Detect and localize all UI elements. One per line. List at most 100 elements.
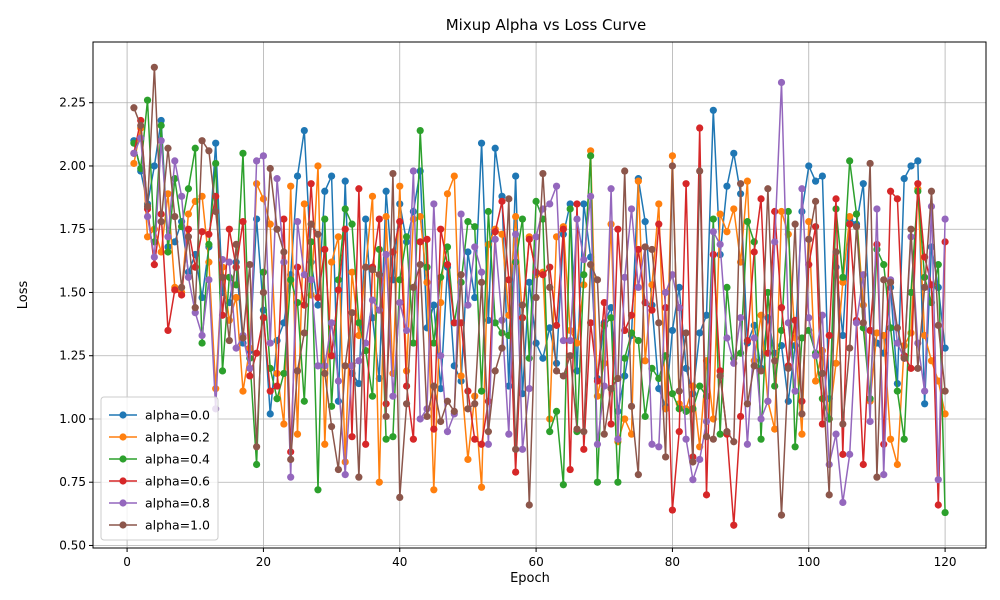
data-point bbox=[852, 223, 861, 231]
data-point bbox=[627, 402, 636, 410]
data-point bbox=[232, 344, 240, 352]
data-point bbox=[941, 215, 949, 223]
data-point bbox=[287, 182, 295, 190]
data-point bbox=[443, 243, 452, 251]
data-point bbox=[498, 316, 506, 324]
data-point bbox=[634, 471, 642, 479]
data-point bbox=[198, 137, 206, 145]
data-point bbox=[893, 339, 901, 347]
data-point bbox=[368, 192, 377, 200]
data-point bbox=[164, 190, 172, 198]
data-point bbox=[512, 230, 520, 238]
data-point bbox=[443, 397, 452, 405]
data-point bbox=[518, 445, 527, 453]
data-point bbox=[171, 212, 179, 221]
data-point bbox=[259, 268, 268, 276]
data-point bbox=[464, 218, 472, 226]
data-point bbox=[157, 218, 165, 226]
data-point bbox=[886, 435, 895, 443]
data-point bbox=[266, 339, 274, 347]
data-point bbox=[627, 430, 636, 438]
data-point bbox=[382, 412, 390, 421]
data-point bbox=[137, 134, 145, 142]
data-point bbox=[198, 228, 206, 236]
series-line bbox=[133, 100, 946, 513]
data-point bbox=[757, 195, 765, 203]
data-point bbox=[634, 283, 642, 292]
data-point bbox=[293, 367, 302, 375]
data-point bbox=[716, 210, 724, 218]
data-point bbox=[621, 372, 629, 380]
data-point bbox=[771, 207, 779, 216]
data-point bbox=[798, 430, 806, 438]
data-point bbox=[886, 187, 895, 195]
data-point bbox=[430, 382, 438, 390]
data-point bbox=[532, 233, 540, 241]
data-point bbox=[805, 218, 813, 226]
data-point bbox=[784, 207, 792, 216]
data-point bbox=[805, 314, 813, 322]
data-point bbox=[907, 162, 915, 170]
data-point bbox=[143, 233, 152, 241]
data-point bbox=[525, 278, 533, 286]
data-point bbox=[907, 225, 915, 233]
data-point bbox=[253, 443, 261, 451]
data-point bbox=[212, 139, 220, 147]
data-point bbox=[334, 233, 343, 241]
data-point bbox=[402, 400, 411, 408]
data-point bbox=[736, 180, 745, 188]
data-point bbox=[934, 476, 942, 484]
data-point bbox=[327, 258, 336, 266]
data-point bbox=[164, 233, 172, 241]
data-point bbox=[587, 192, 595, 200]
data-point bbox=[266, 410, 274, 418]
data-point bbox=[532, 197, 540, 205]
data-point bbox=[532, 293, 540, 302]
data-point bbox=[396, 182, 404, 190]
data-point bbox=[621, 415, 629, 423]
data-point bbox=[921, 387, 929, 395]
data-point bbox=[552, 182, 561, 190]
data-point bbox=[682, 329, 690, 337]
data-point bbox=[314, 362, 322, 370]
data-point bbox=[484, 440, 492, 448]
data-point bbox=[893, 460, 901, 469]
series-line bbox=[133, 67, 946, 516]
x-tick-label: 40 bbox=[392, 555, 407, 569]
data-point bbox=[552, 407, 561, 415]
data-point bbox=[662, 288, 670, 297]
data-point bbox=[716, 430, 724, 438]
data-point bbox=[798, 334, 806, 342]
data-point bbox=[321, 440, 329, 448]
data-point bbox=[293, 218, 302, 226]
data-point bbox=[150, 162, 158, 170]
data-point bbox=[437, 385, 445, 393]
data-point bbox=[239, 149, 247, 157]
data-point bbox=[334, 377, 343, 385]
data-point bbox=[757, 435, 765, 443]
data-point bbox=[505, 195, 513, 203]
data-point bbox=[437, 417, 445, 426]
data-point bbox=[743, 218, 752, 226]
data-point bbox=[375, 245, 383, 254]
data-point bbox=[532, 268, 540, 276]
data-point bbox=[348, 220, 356, 228]
data-point bbox=[607, 420, 615, 428]
data-point bbox=[178, 291, 186, 299]
data-point bbox=[184, 210, 193, 218]
data-point bbox=[355, 185, 363, 193]
data-point bbox=[811, 377, 820, 385]
data-point bbox=[839, 278, 847, 286]
data-point bbox=[730, 521, 738, 529]
data-point bbox=[253, 157, 261, 165]
data-point bbox=[730, 149, 738, 157]
data-point bbox=[921, 283, 929, 292]
data-point bbox=[430, 200, 438, 208]
data-point bbox=[859, 319, 867, 327]
data-point bbox=[484, 428, 492, 436]
data-point bbox=[273, 175, 281, 183]
y-tick-label: 1.25 bbox=[59, 349, 86, 363]
data-point bbox=[566, 465, 574, 474]
data-point bbox=[430, 339, 438, 347]
data-point bbox=[757, 415, 765, 423]
